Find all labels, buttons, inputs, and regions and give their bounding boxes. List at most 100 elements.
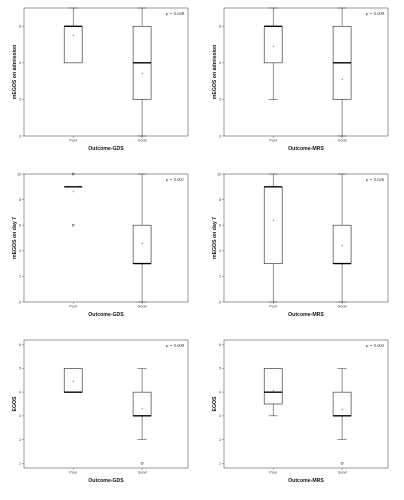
plot-frame	[223, 339, 389, 469]
y-tick-label: 2	[19, 275, 21, 279]
x-axis-label: Outcome-GDS	[88, 146, 124, 152]
outlier-point	[71, 172, 75, 176]
y-tick-label: 1	[19, 462, 21, 466]
y-tick-label: 4	[19, 249, 21, 253]
panel-3: 0 2 4 6 8 10 mEGOS on day 7 Outcome-GDS p = 0.00…	[6, 170, 196, 330]
mean-marker: +	[272, 45, 274, 49]
p-value-annotation: p = 0.001	[165, 177, 184, 182]
x-tick-label: Poor	[269, 471, 277, 475]
plot-frame	[23, 339, 189, 469]
y-tick-label: 2	[219, 275, 221, 279]
mean-marker: +	[272, 218, 274, 222]
y-tick-label: 4	[19, 390, 21, 394]
box-iqr	[132, 391, 152, 417]
plot-frame	[223, 7, 389, 137]
y-tick-label: 6	[219, 343, 221, 347]
plot-frame	[23, 173, 189, 303]
x-tick-label: Poor	[269, 305, 277, 309]
y-tick-label: 5	[219, 367, 221, 371]
panel-1: 0 2 4 6 mEGOS on admission Outcome-GDS p = 0.0…	[6, 4, 196, 164]
y-tick-label: 6	[19, 224, 21, 228]
y-tick-label: 6	[219, 224, 221, 228]
y-axis-label: mEGOS on day 7	[212, 217, 218, 259]
mean-marker: +	[141, 241, 143, 245]
y-tick-label: 6	[219, 25, 221, 29]
y-tick-label: 2	[19, 438, 21, 442]
y-tick-label: 8	[219, 198, 221, 202]
plot-frame	[23, 7, 189, 137]
y-tick-label: 4	[219, 61, 221, 65]
p-value-annotation: p = 0.009	[165, 343, 185, 348]
x-tick-label: Good	[338, 305, 347, 309]
x-tick-label: Poor	[69, 305, 77, 309]
mean-marker: +	[341, 408, 343, 412]
y-tick-label: 2	[219, 98, 221, 102]
mean-marker: +	[72, 380, 74, 384]
box-iqr	[263, 368, 283, 405]
y-axis-label: EGOS	[12, 396, 18, 412]
y-tick-label: 1	[219, 462, 221, 466]
y-tick-label: 0	[19, 134, 21, 138]
x-tick-label: Good	[338, 139, 347, 143]
box-iqr	[332, 391, 352, 417]
y-tick-label: 10	[217, 172, 221, 176]
y-tick-label: 6	[19, 25, 21, 29]
y-tick-label: 5	[19, 367, 21, 371]
y-axis-label: EGOS	[212, 396, 218, 412]
panel-6: 1 2 3 4 5 6 EGOS Outcome-MRS p = 0.002 Poor + Good +	[206, 336, 396, 496]
y-tick-label: 4	[19, 61, 21, 65]
chart-svg: 0 2 4 6 mEGOS on admission Outcome-MRS p = 0.0…	[212, 7, 389, 152]
y-tick-label: 4	[219, 390, 221, 394]
y-tick-label: 4	[219, 249, 221, 253]
x-tick-label: Good	[138, 305, 147, 309]
x-tick-label: Good	[138, 471, 147, 475]
panel-5: 1 2 3 4 5 6 EGOS Outcome-GDS p = 0.009 Poor + Good +	[6, 336, 196, 496]
p-value-annotation: p = 0.002	[365, 343, 385, 348]
x-tick-label: Poor	[69, 139, 77, 143]
x-tick-label: Poor	[269, 139, 277, 143]
outlier-point	[340, 461, 344, 465]
chart-svg: 1 2 3 4 5 6 EGOS Outcome-GDS p = 0.009 Poor + Good +	[12, 339, 189, 484]
x-axis-label: Outcome-GDS	[88, 478, 124, 484]
p-value-annotation: p = 0.028	[165, 11, 185, 16]
outlier-point	[71, 223, 75, 227]
panel-4: 0 2 4 6 8 10 mEGOS on day 7 Outcome-MRS p = 0.02…	[206, 170, 396, 330]
mean-marker: +	[72, 34, 74, 38]
x-tick-label: Poor	[69, 471, 77, 475]
y-tick-label: 0	[219, 300, 221, 304]
y-tick-label: 0	[219, 134, 221, 138]
x-axis-label: Outcome-MRS	[288, 146, 324, 152]
y-axis-label: mEGOS on admission	[12, 45, 18, 99]
mean-marker: +	[341, 78, 343, 82]
outlier-point	[140, 461, 144, 465]
box-iqr	[63, 25, 83, 64]
mean-marker: +	[141, 407, 143, 411]
p-value-annotation: p = 0.009	[365, 11, 385, 16]
y-axis-label: mEGOS on admission	[212, 45, 218, 99]
y-tick-label: 10	[17, 172, 21, 176]
p-value-annotation: p = 0.026	[365, 177, 385, 182]
box-iqr	[263, 186, 283, 264]
y-tick-label: 3	[19, 414, 21, 418]
mean-marker: +	[272, 389, 274, 393]
x-tick-label: Good	[338, 471, 347, 475]
plot-frame	[223, 173, 389, 303]
y-tick-label: 0	[19, 300, 21, 304]
chart-svg: 0 2 4 6 mEGOS on admission Outcome-GDS p = 0.0…	[12, 7, 189, 152]
panel-2: 0 2 4 6 mEGOS on admission Outcome-MRS p = 0.0…	[206, 4, 396, 164]
y-tick-label: 2	[19, 98, 21, 102]
x-axis-label: Outcome-MRS	[288, 478, 324, 484]
x-axis-label: Outcome-MRS	[288, 312, 324, 318]
chart-svg: 1 2 3 4 5 6 EGOS Outcome-MRS p = 0.002 Poor + Good +	[212, 339, 389, 484]
chart-svg: 0 2 4 6 8 10 mEGOS on day 7 Outcome-MRS p = 0.02…	[212, 172, 389, 318]
chart-svg: 0 2 4 6 8 10 mEGOS on day 7 Outcome-GDS p = 0.00…	[12, 172, 189, 318]
y-tick-label: 2	[219, 438, 221, 442]
y-tick-label: 8	[19, 198, 21, 202]
y-axis-label: mEGOS on day 7	[12, 217, 18, 259]
y-tick-label: 3	[219, 414, 221, 418]
y-tick-label: 6	[19, 343, 21, 347]
mean-marker: +	[72, 190, 74, 194]
mean-marker: +	[341, 244, 343, 248]
mean-marker: +	[141, 72, 143, 76]
